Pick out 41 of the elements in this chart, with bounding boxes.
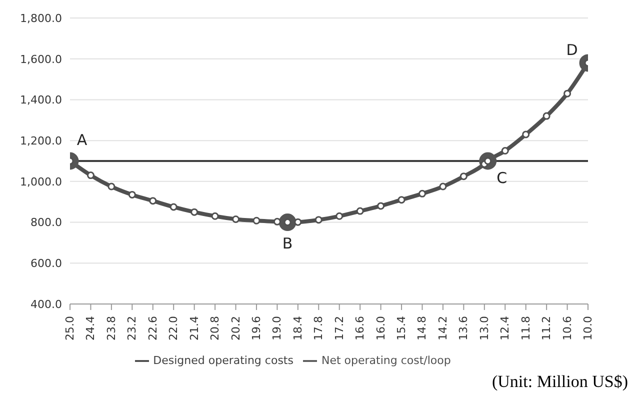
x-tick-label: 13.6 [457,316,470,340]
x-tick-label: 14.2 [436,316,450,340]
legend-label: Designed operating costs [153,354,294,368]
x-tick-label: 13.0 [478,316,491,340]
x-tick-label: 22.0 [167,316,180,340]
y-tick-label: 600.0 [30,257,62,270]
legend-label: Net operating cost/loop [321,354,451,368]
x-tick-label: 12.4 [498,316,512,340]
x-tick-label: 24.4 [84,316,98,340]
x-tick-label: 20.2 [229,316,242,340]
x-tick-label: 22.6 [146,316,160,340]
x-tick-label: 11.8 [519,316,532,340]
y-tick-label: 1,600.0 [20,52,62,66]
x-tick-label: 19.6 [250,316,263,340]
x-tick-label: 17.2 [332,316,346,340]
x-tick-label: 23.8 [104,316,118,340]
x-tick-label: 14.8 [416,316,429,340]
x-tick-label: 10.0 [582,316,594,340]
annotation: B [282,234,293,252]
y-tick-label: 1,200.0 [20,134,62,148]
x-tick-label: 21.4 [188,316,201,340]
x-tick-label: 20.8 [208,316,222,340]
x-tick-label: 17.8 [312,316,326,340]
y-tick-label: 1,400.0 [20,94,62,107]
x-tick-label: 19.0 [270,316,284,340]
x-tick-label: 18.4 [291,316,304,340]
y-tick-label: 800.0 [30,216,62,230]
x-tick-label: 11.2 [540,316,554,340]
y-tick-label: 1,000.0 [20,175,62,188]
x-tick-label: 23.2 [126,316,139,340]
y-tick-label: 1,800.0 [20,12,62,25]
text: (Unit: Million US$) [490,372,628,392]
x-tick-label: 16.6 [354,316,367,340]
x-tick-label: 25.0 [64,316,76,340]
annotation: D [566,40,578,59]
x-tick-label: 10.6 [560,316,574,340]
y-tick-label: 400.0 [30,298,62,311]
annotation: C [496,169,508,187]
annotation: A [76,131,88,149]
x-tick-label: 15.4 [395,316,408,340]
x-tick-label: 16.0 [374,316,388,340]
